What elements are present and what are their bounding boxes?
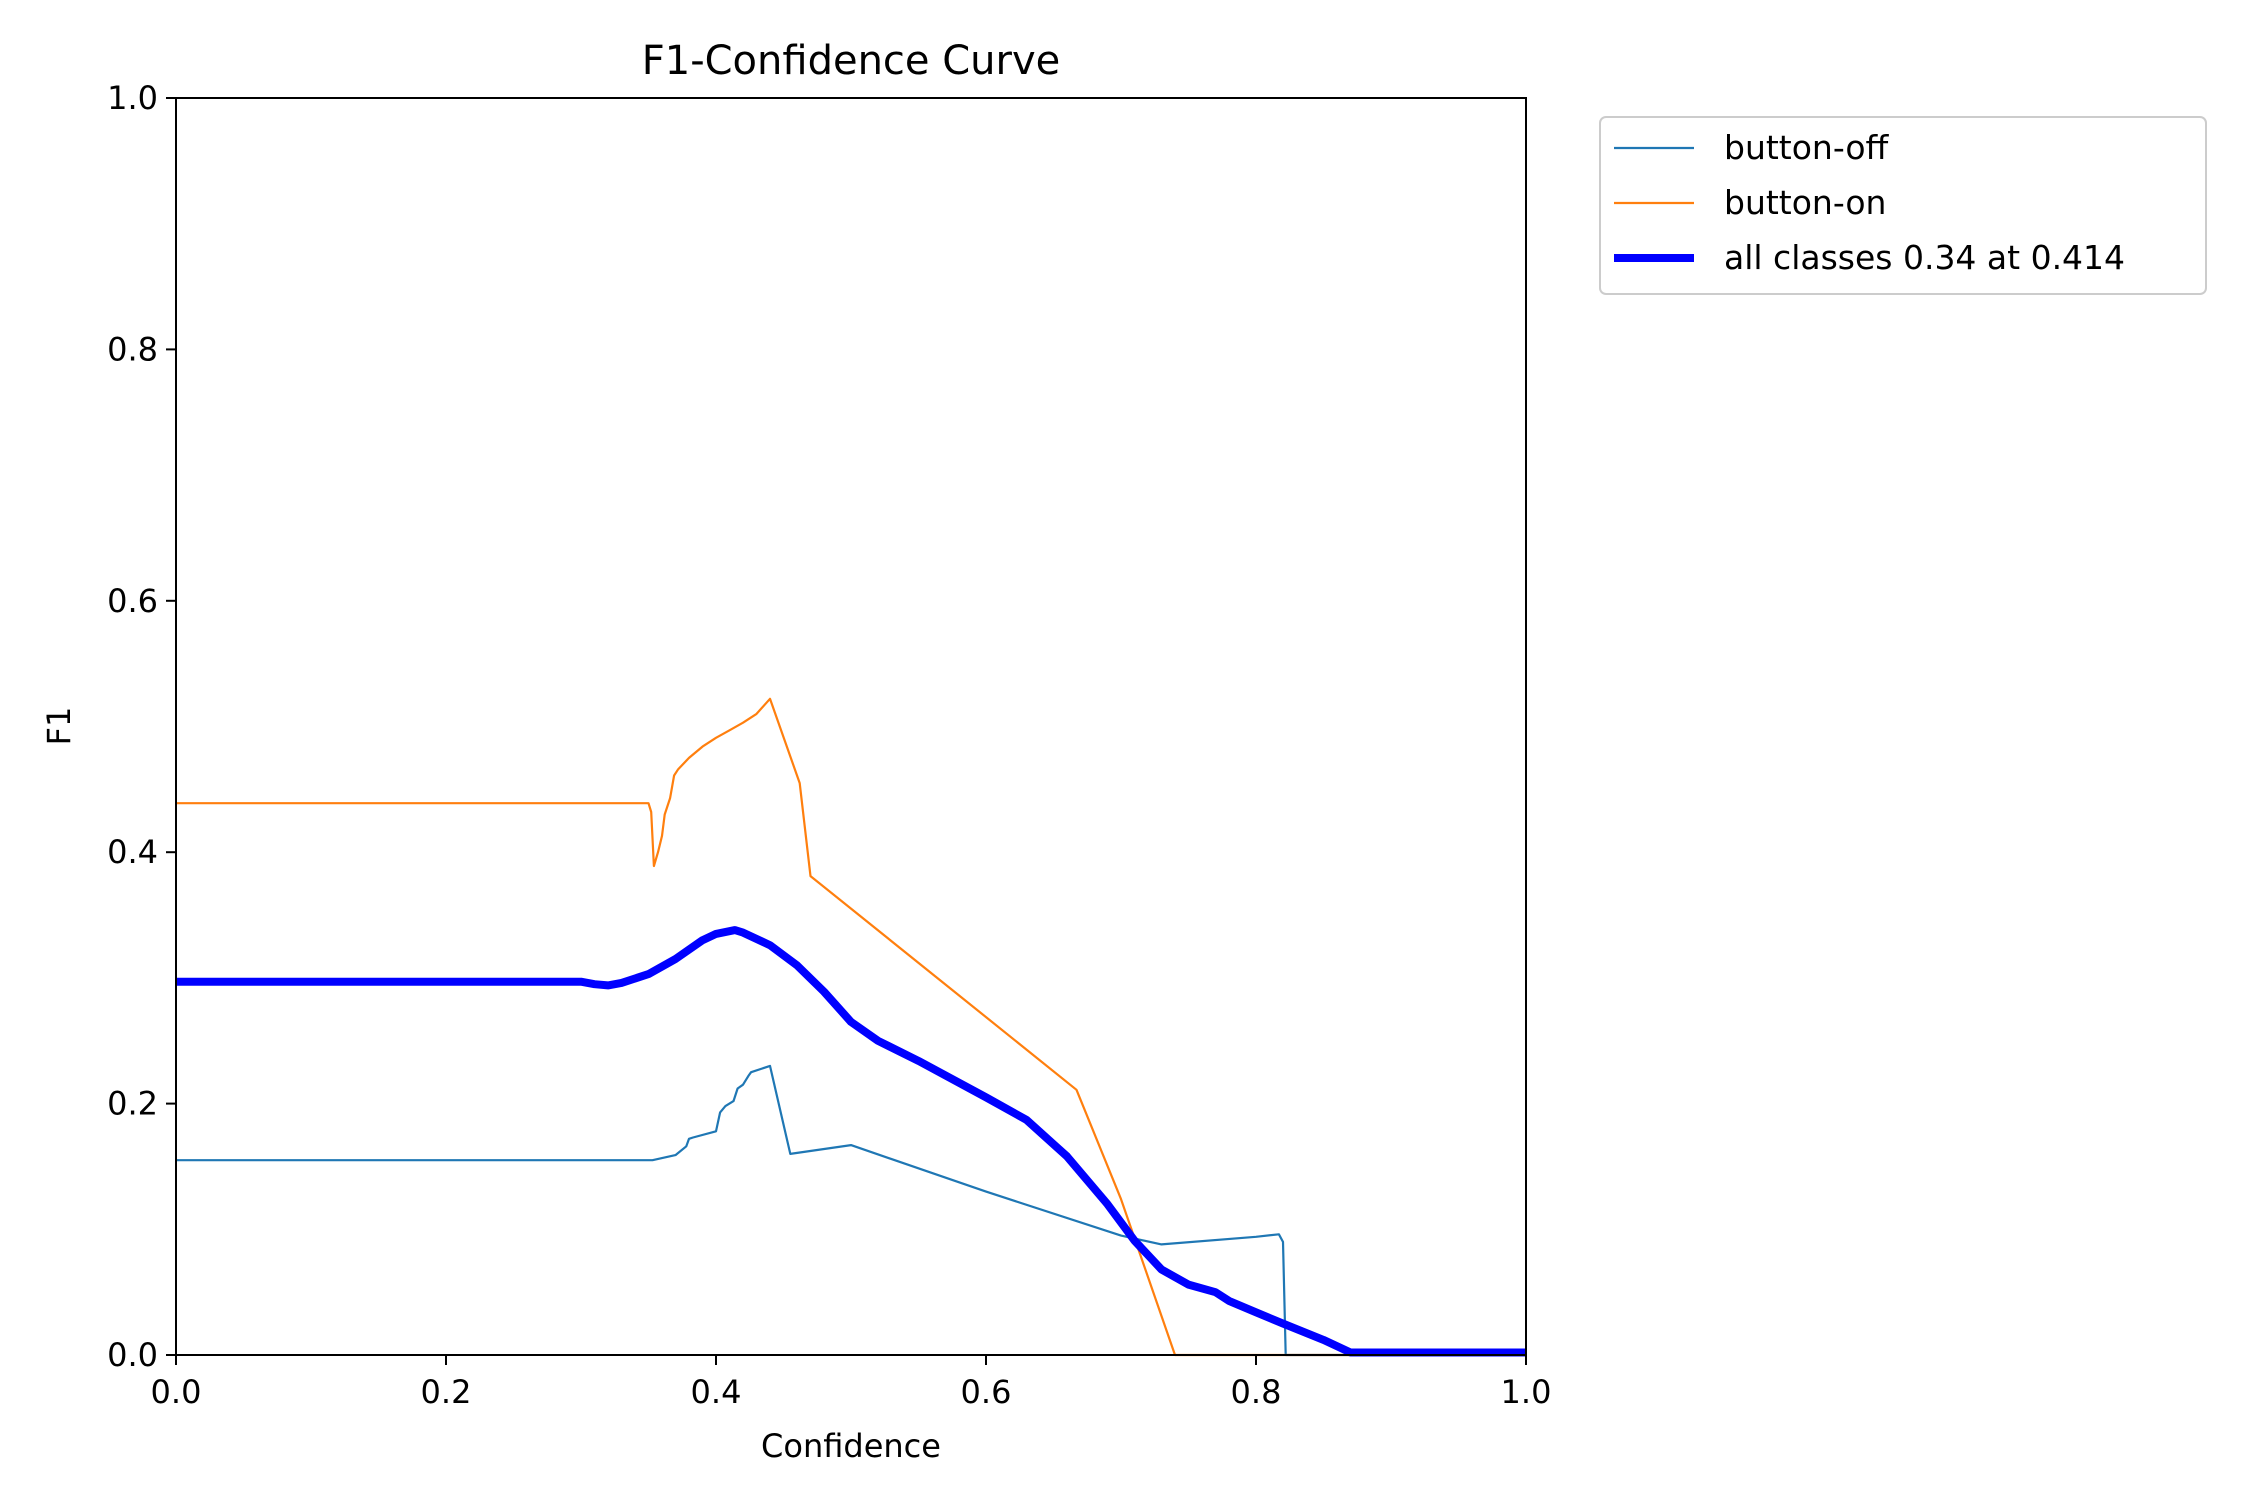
y-axis-label: F1 [40,707,78,746]
plot-frame [175,97,1527,1356]
y-tick-label: 0.0 [107,1336,158,1374]
y-tick-label: 1.0 [107,79,158,117]
x-tick-label: 0.8 [1231,1373,1282,1411]
x-tick-label: 1.0 [1501,1373,1552,1411]
y-tick-label: 0.2 [107,1085,158,1123]
x-tick-label: 0.4 [691,1373,742,1411]
plot-series [176,697,1526,1357]
legend-entry-label: all classes 0.34 at 0.414 [1724,238,2125,277]
x-tick-label: 0.2 [421,1373,472,1411]
legend: button-off button-on all classes 0.34 at 0… [1599,116,2207,295]
legend-entry-label: button-on [1724,183,1886,222]
y-axis: 0.0 0.2 0.4 0.6 0.8 1.0 [107,79,176,1374]
chart-title: F1-Confidence Curve [642,38,1061,84]
x-axis-label: Confidence [761,1427,941,1465]
series-line-1 [176,1064,1526,1357]
x-axis: 0.0 0.2 0.4 0.6 0.8 1.0 [151,1355,1552,1411]
series-line-2 [176,697,1526,1357]
y-tick-label: 0.6 [107,582,158,620]
legend-entry-label: button-off [1724,128,1890,167]
legend-box [1599,116,2207,295]
series-line-3 [176,926,1526,1357]
x-tick-label: 0.0 [151,1373,202,1411]
y-tick-label: 0.8 [107,330,158,368]
y-tick-label: 0.4 [107,833,158,871]
x-tick-label: 0.6 [961,1373,1012,1411]
